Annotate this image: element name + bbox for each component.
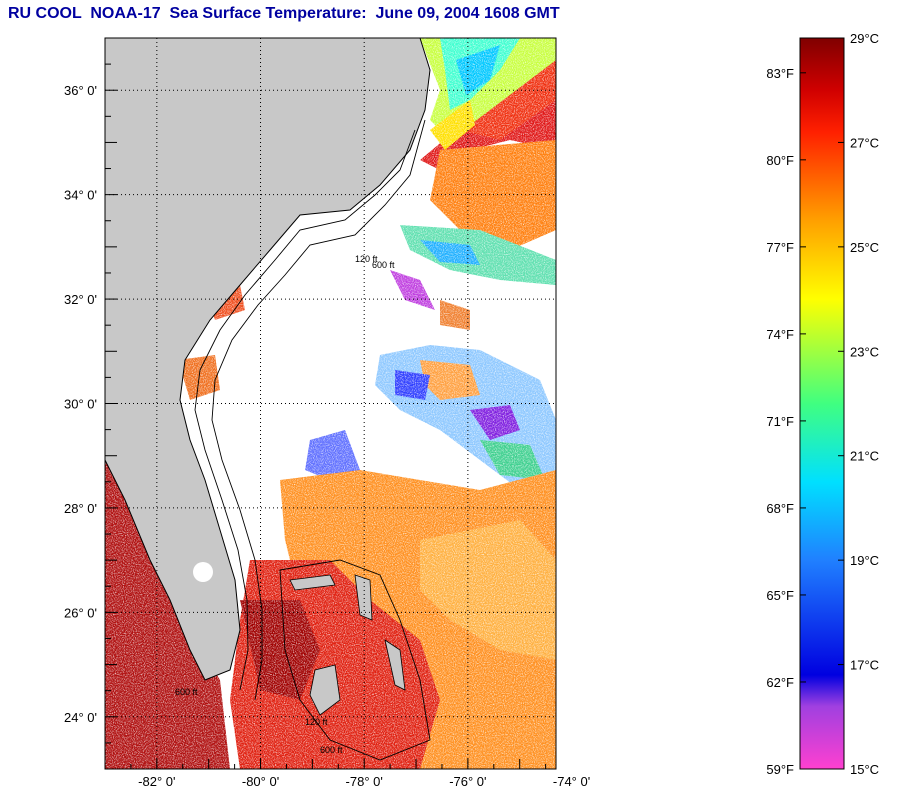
lake-okeechobee: [193, 562, 213, 582]
colorbar-c-label: 23°C: [850, 344, 879, 359]
island-eleuthera: [384, 639, 406, 691]
contour-label-600-south: 600 ft: [175, 687, 198, 697]
colorbar-c-label: 27°C: [850, 135, 879, 150]
colorbar: 29°C 27°C 25°C 23°C 21°C 19°C 17°C 15°C 83°F 80°…: [766, 31, 879, 777]
colorbar-c-label: 21°C: [850, 449, 879, 464]
longitude-labels: -82° 0' -80° 0' -78° 0' -76° 0' -74° 0': [138, 774, 590, 789]
lat-label: 34° 0': [64, 188, 97, 203]
contour-label-120: 120 ft: [355, 254, 378, 264]
colorbar-f-label: 74°F: [766, 327, 794, 342]
colorbar-ticks: [800, 37, 844, 770]
lat-label: 28° 0': [64, 501, 97, 516]
island-abaco: [354, 574, 373, 621]
lon-label: -80° 0': [242, 774, 279, 789]
lat-label: 32° 0': [64, 292, 97, 307]
colorbar-f-label: 80°F: [766, 153, 794, 168]
lat-label: 36° 0': [64, 83, 97, 98]
colorbar-c-label: 29°C: [850, 31, 879, 46]
contour-bahamas: [279, 559, 431, 761]
map-panel: 120 ft 600 ft 600 ft 120 ft 600 ft: [105, 38, 556, 769]
colorbar-f-label: 77°F: [766, 240, 794, 255]
lat-label: 30° 0': [64, 397, 97, 412]
colorbar-c-label: 15°C: [850, 762, 879, 777]
map-title: RU COOL NOAA-17 Sea Surface Temperature:…: [8, 5, 560, 22]
lon-label: -78° 0': [346, 774, 383, 789]
colorbar-f-label: 65°F: [766, 588, 794, 603]
lat-label: 24° 0': [64, 710, 97, 725]
colorbar-f-label: 62°F: [766, 675, 794, 690]
island-andros: [309, 664, 341, 716]
colorbar-c-label: 17°C: [850, 658, 879, 673]
colorbar-c-label: 19°C: [850, 553, 879, 568]
colorbar-c-label: 25°C: [850, 240, 879, 255]
contour-label-600-south-2: 600 ft: [320, 745, 343, 755]
contour-120ft: [194, 129, 416, 691]
latitude-labels: 36° 0' 34° 0' 32° 0' 30° 0' 28° 0' 26° 0' 24° …: [64, 83, 97, 725]
contour-label-120-south: 120 ft: [305, 717, 328, 727]
colorbar-f-label: 83°F: [766, 66, 794, 81]
lon-label: -82° 0': [138, 774, 175, 789]
lon-label: -76° 0': [449, 774, 486, 789]
lat-label: 26° 0': [64, 605, 97, 620]
contour-label-600: 600 ft: [372, 260, 395, 270]
colorbar-celsius-labels: 29°C 27°C 25°C 23°C 21°C 19°C 17°C 15°C: [850, 31, 879, 777]
contour-600ft: [211, 119, 426, 701]
colorbar-bar: [799, 37, 845, 770]
colorbar-fahrenheit-labels: 83°F 80°F 77°F 74°F 71°F 68°F 65°F 62°F 59°F: [766, 66, 794, 777]
map-axis-ticks: [104, 37, 547, 770]
colorbar-f-label: 59°F: [766, 762, 794, 777]
colorbar-f-label: 71°F: [766, 414, 794, 429]
lon-label: -74° 0': [553, 774, 590, 789]
contour-labels: 120 ft 600 ft 600 ft 120 ft 600 ft: [175, 254, 395, 755]
bahamas-islands: [289, 574, 406, 716]
colorbar-f-label: 68°F: [766, 501, 794, 516]
bathymetry-contours: [194, 119, 431, 761]
island-grand-bahama: [289, 574, 336, 591]
